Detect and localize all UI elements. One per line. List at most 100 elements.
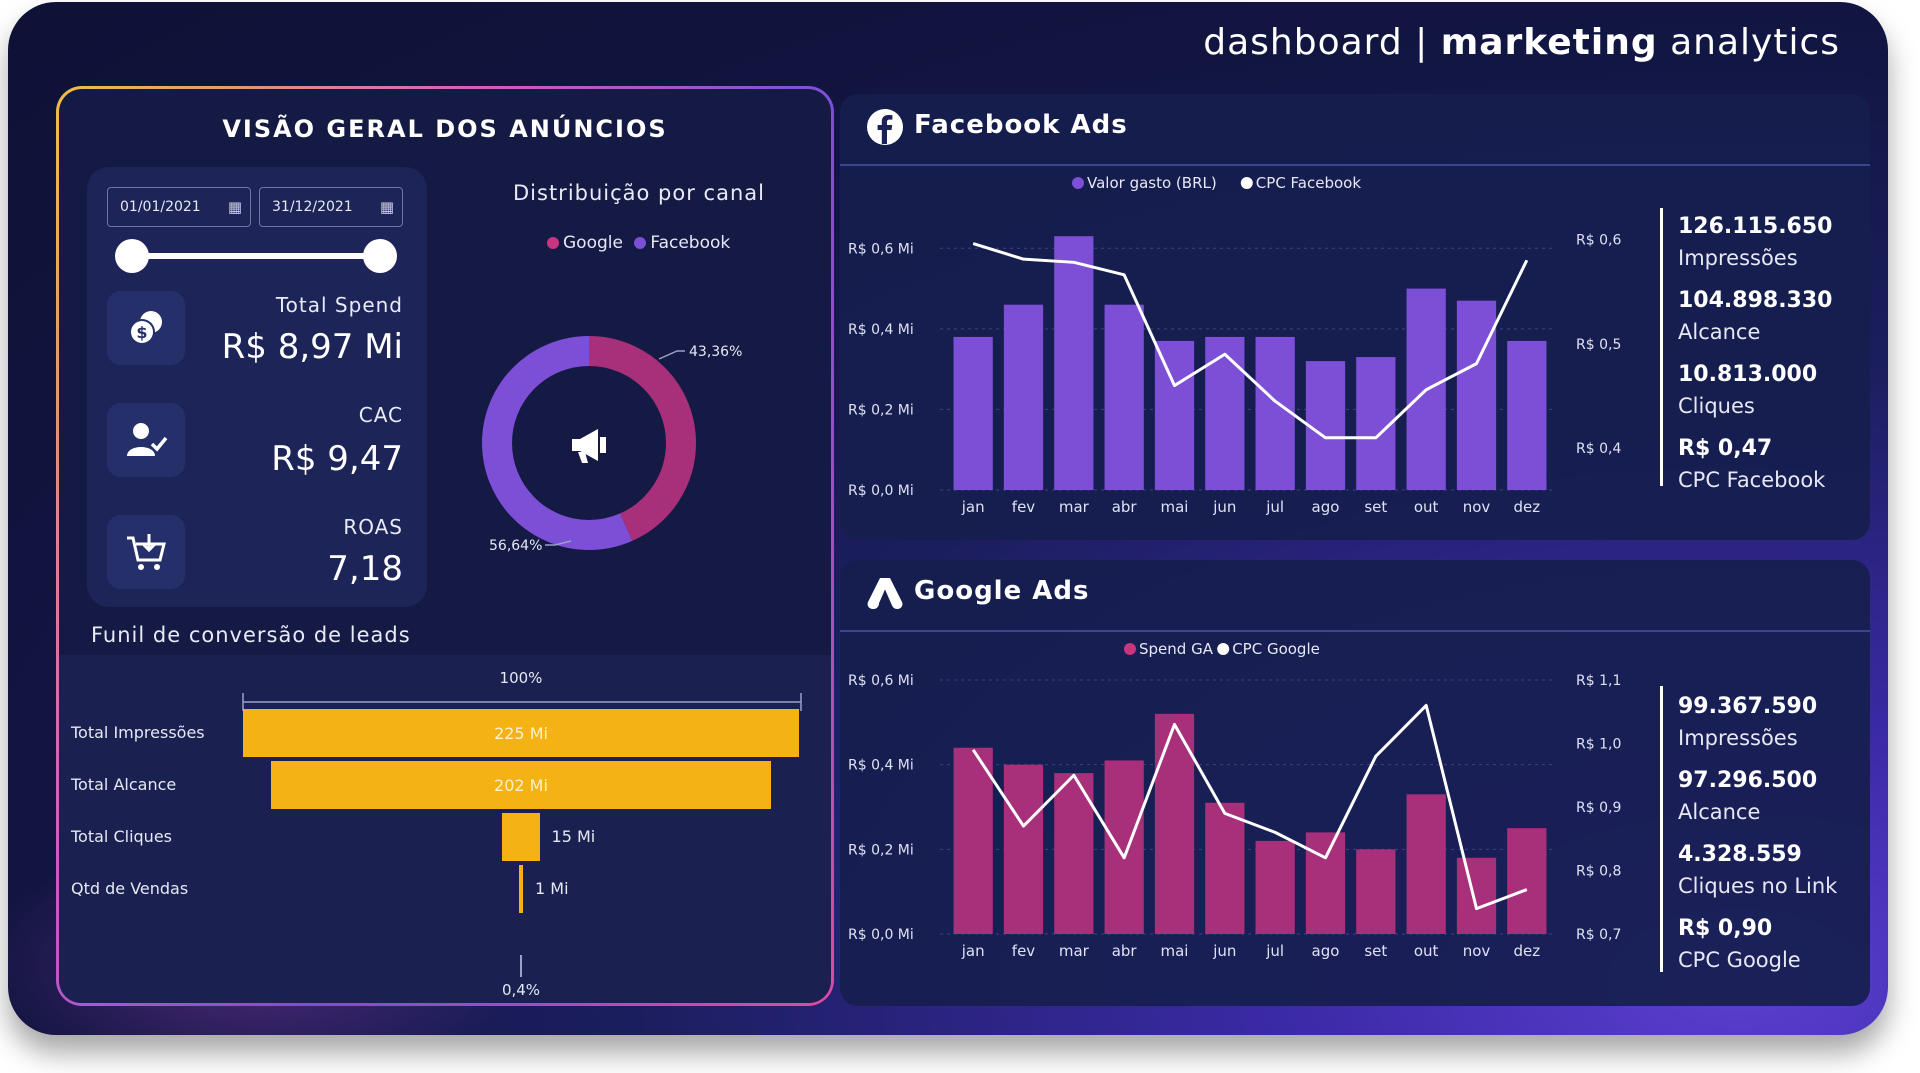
x-tick-label: abr xyxy=(1112,942,1138,960)
chart-legend: Spend GA CPC Google xyxy=(1124,640,1320,658)
legend-label: Valor gasto (BRL) xyxy=(1087,174,1217,192)
x-tick-label: jan xyxy=(961,942,985,960)
ga-stat-reach-label: Alcance xyxy=(1678,800,1761,824)
legend-label: CPC Facebook xyxy=(1256,174,1362,192)
stats-separator xyxy=(1660,208,1663,486)
facebook-ads-title: Facebook Ads xyxy=(914,110,1128,140)
y-tick-label: R$ 0,0 Mi xyxy=(848,927,914,943)
facebook-ads-chart: Valor gasto (BRL) CPC Facebook R$ 0,0 Mi R$… xyxy=(848,174,1621,516)
ga-stat-cpc-label: CPC Google xyxy=(1678,948,1801,972)
bar-ago[interactable] xyxy=(1305,361,1346,490)
y2-tick-label: R$ 0,9 xyxy=(1576,800,1621,816)
legend-dot xyxy=(1124,643,1136,655)
funnel-bar-sales[interactable] xyxy=(519,865,523,913)
y2-tick-label: R$ 0,6 xyxy=(1576,232,1621,248)
x-tick-label: out xyxy=(1414,942,1439,960)
bar-fev[interactable] xyxy=(1003,764,1044,934)
x-tick-label: jul xyxy=(1265,498,1284,516)
donut-chart: 43,36% 56,64% xyxy=(482,336,742,554)
bar-jun[interactable] xyxy=(1205,336,1245,490)
google-ads-header: Google Ads xyxy=(840,560,1870,632)
bar-nov[interactable] xyxy=(1456,857,1497,934)
funnel-value-impressions: 225 Mi xyxy=(494,723,548,743)
funnel-top-label: 100% xyxy=(500,669,543,687)
bar-abr[interactable] xyxy=(1104,304,1144,490)
bar-jan[interactable] xyxy=(953,747,993,934)
x-tick-label: ago xyxy=(1312,498,1340,516)
bar-jul[interactable] xyxy=(1255,840,1295,934)
stats-separator xyxy=(1660,686,1663,972)
x-tick-label: fev xyxy=(1012,498,1036,516)
bar-jun[interactable] xyxy=(1205,802,1245,934)
bar-mar[interactable] xyxy=(1054,773,1094,934)
ga-stat-cpc-value: R$ 0,90 xyxy=(1678,916,1773,941)
x-tick-label: out xyxy=(1414,498,1439,516)
funnel-bottom-label: 0,4% xyxy=(502,981,540,999)
overview-panel: VISÃO GERAL DOS ANÚNCIOS 01/01/2021 ▦ 31… xyxy=(56,86,834,1006)
y-tick-label: R$ 0,6 Mi xyxy=(848,241,914,257)
calendar-icon[interactable]: ▦ xyxy=(379,198,394,216)
fb-stat-impressions-label: Impressões xyxy=(1678,246,1798,270)
bar-set[interactable] xyxy=(1356,849,1396,934)
legend-dot-google xyxy=(547,237,559,249)
legend-dot xyxy=(1072,177,1084,189)
legend-dot xyxy=(1217,643,1230,655)
facebook-ads-header: Facebook Ads xyxy=(840,94,1870,166)
legend-label: Spend GA xyxy=(1139,640,1214,658)
funnel-bar-reach[interactable]: 202 Mi xyxy=(271,761,771,809)
x-tick-label: jul xyxy=(1265,942,1284,960)
ga-stat-clicks-value: 4.328.559 xyxy=(1678,842,1802,867)
x-tick-label: dez xyxy=(1514,942,1541,960)
date-range-slider[interactable] xyxy=(131,253,381,259)
bar-ago[interactable] xyxy=(1305,832,1346,934)
google-ads-icon xyxy=(867,578,903,609)
kpi-value-spend: R$ 8,97 Mi xyxy=(221,327,403,367)
donut-leader-google xyxy=(658,350,685,360)
start-date-value: 01/01/2021 xyxy=(120,199,201,215)
x-tick-label: mai xyxy=(1161,942,1189,960)
kpi-card: 01/01/2021 ▦ 31/12/2021 ▦ $ Total Spend … xyxy=(87,167,427,607)
y2-tick-label: R$ 0,5 xyxy=(1576,337,1621,353)
slider-end-handle[interactable] xyxy=(363,239,397,273)
cpc-line[interactable] xyxy=(971,703,1528,911)
cpc-line[interactable] xyxy=(972,242,1529,440)
chart-legend: Valor gasto (BRL) CPC Facebook xyxy=(1072,174,1361,192)
ga-stat-reach-value: 97.296.500 xyxy=(1678,768,1818,793)
funnel-label-sales: Qtd de Vendas xyxy=(71,879,189,898)
bar-dez[interactable] xyxy=(1507,828,1547,934)
fb-stat-cpc-value: R$ 0,47 xyxy=(1678,436,1773,461)
funnel-label-impressions: Total Impressões xyxy=(71,723,205,742)
fb-stat-cpc-label: CPC Facebook xyxy=(1678,468,1826,492)
legend-dot xyxy=(1240,177,1253,189)
bar-jan[interactable] xyxy=(953,336,993,490)
ga-stat-impressions-label: Impressões xyxy=(1678,726,1798,750)
x-tick-label: mar xyxy=(1059,498,1090,516)
end-date-input[interactable]: 31/12/2021 ▦ xyxy=(259,187,403,227)
svg-text:$: $ xyxy=(136,323,147,342)
y2-tick-label: R$ 0,4 xyxy=(1576,441,1621,457)
bar-dez[interactable] xyxy=(1507,340,1547,490)
bar-fev[interactable] xyxy=(1003,304,1044,490)
start-date-input[interactable]: 01/01/2021 ▦ xyxy=(107,187,251,227)
overview-title: VISÃO GERAL DOS ANÚNCIOS xyxy=(222,115,668,143)
bar-out[interactable] xyxy=(1406,794,1446,934)
bar-jul[interactable] xyxy=(1255,336,1295,490)
funnel-chart: 100% 0,4% Total Impressões 225 Mi Total Al… xyxy=(59,655,831,1003)
bar-nov[interactable] xyxy=(1456,300,1497,490)
funnel-value-sales: 1 Mi xyxy=(535,879,569,898)
funnel-bar-clicks[interactable] xyxy=(502,813,540,861)
kpi-label-cac: CAC xyxy=(358,403,403,427)
x-tick-label: mar xyxy=(1059,942,1090,960)
legend-google: Google xyxy=(563,233,623,253)
bar-mar[interactable] xyxy=(1054,236,1094,490)
funnel-bar-impressions[interactable]: 225 Mi xyxy=(243,709,799,757)
slider-start-handle[interactable] xyxy=(115,239,149,273)
bar-abr[interactable] xyxy=(1104,760,1144,934)
facebook-icon xyxy=(867,109,903,145)
donut-slice-facebook[interactable] xyxy=(482,336,696,550)
bar-mai[interactable] xyxy=(1154,340,1195,490)
coins-icon: $ xyxy=(107,291,185,365)
calendar-icon[interactable]: ▦ xyxy=(227,198,242,216)
google-ads-chart: Spend GA CPC Google R$ 0,0 Mi R$ 0,2 Mi R$ 0… xyxy=(848,640,1621,960)
funnel-title: Funil de conversão de leads xyxy=(91,623,411,647)
